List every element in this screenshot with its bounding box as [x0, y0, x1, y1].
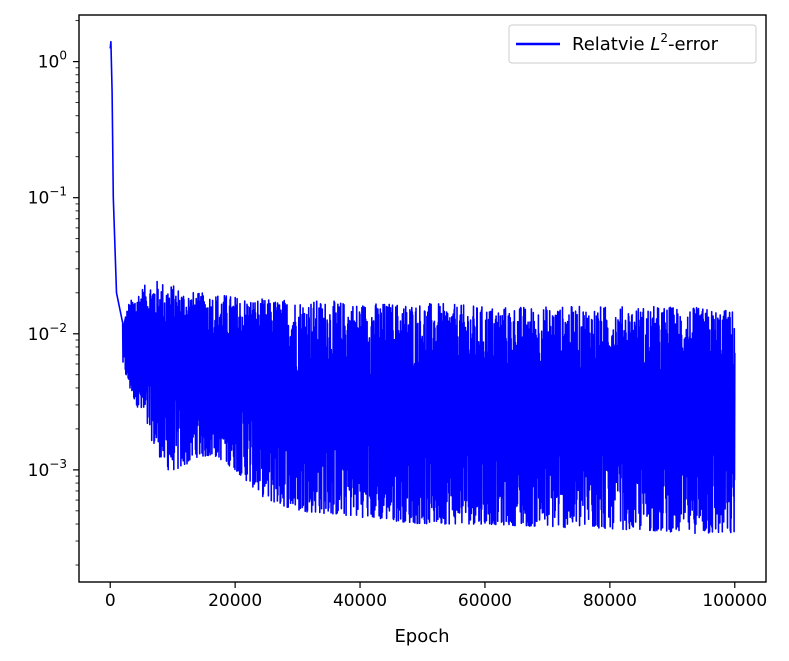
x-tick-label: 80000: [583, 591, 637, 611]
y-tick-label: 10−2: [28, 321, 67, 345]
y-tick-label: 10−1: [28, 185, 67, 209]
x-axis-label: Epoch: [394, 626, 449, 647]
series-line-relative-l2-error: [109, 40, 736, 534]
x-tick-label: 40000: [333, 591, 387, 611]
x-tick-label: 0: [105, 591, 116, 611]
x-tick-label: 60000: [458, 591, 512, 611]
y-axis: 100 10−1 10−2 10−3: [28, 20, 79, 566]
series-layer: [109, 40, 736, 534]
plot-frame: [78, 14, 767, 583]
y-tick-label: 100: [38, 49, 67, 73]
x-tick-label: 100000: [702, 591, 767, 611]
y-tick-label: 10−3: [28, 457, 67, 481]
x-axis: 0 20000 40000 60000 80000 100000: [105, 582, 767, 611]
x-tick-label: 20000: [208, 591, 262, 611]
legend-label: Relatvie L2-error: [572, 31, 719, 55]
legend: Relatvie L2-error: [508, 24, 757, 64]
legend-box: [508, 24, 757, 64]
